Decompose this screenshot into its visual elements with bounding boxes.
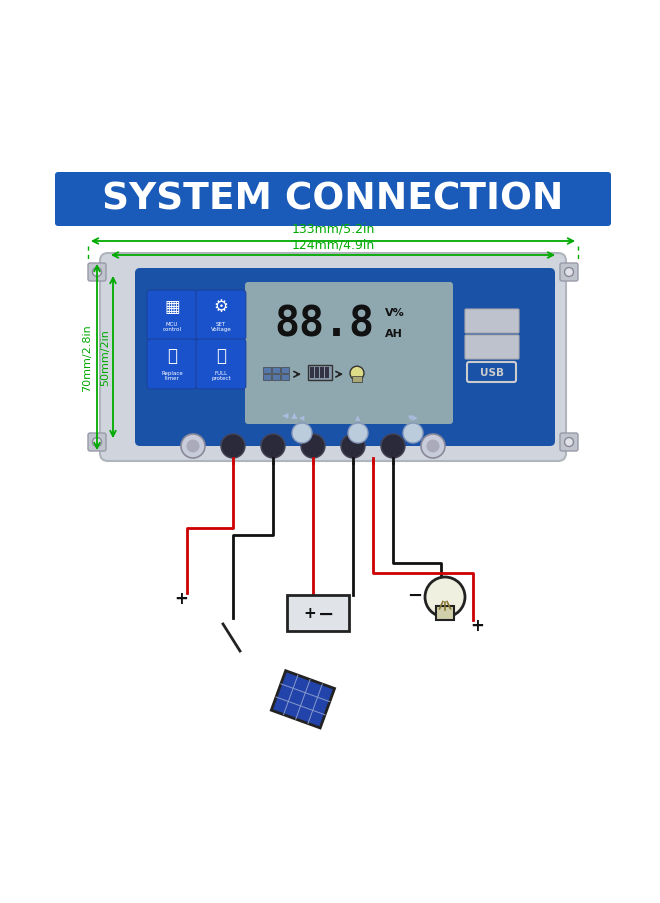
FancyBboxPatch shape [100, 254, 566, 461]
Bar [352, 377, 362, 383]
Text: +: + [174, 590, 188, 608]
FancyBboxPatch shape [560, 433, 578, 452]
FancyBboxPatch shape [135, 269, 555, 446]
Text: ⏰: ⏰ [167, 347, 177, 365]
Circle shape [301, 434, 325, 459]
Circle shape [381, 434, 405, 459]
Circle shape [564, 268, 574, 277]
Circle shape [187, 440, 199, 453]
FancyBboxPatch shape [245, 283, 453, 424]
FancyBboxPatch shape [147, 291, 197, 340]
Circle shape [181, 434, 205, 459]
FancyBboxPatch shape [465, 336, 519, 359]
FancyBboxPatch shape [196, 340, 246, 389]
Text: ◀ ▲: ◀ ▲ [282, 411, 298, 420]
FancyBboxPatch shape [55, 172, 611, 227]
Text: MCU
control: MCU control [162, 321, 182, 332]
Circle shape [92, 268, 102, 277]
Text: 88.8: 88.8 [275, 303, 375, 345]
Text: Replace
timer: Replace timer [161, 370, 183, 381]
Circle shape [421, 434, 445, 459]
Circle shape [350, 367, 364, 381]
Bar [263, 368, 271, 374]
Circle shape [341, 434, 365, 459]
Circle shape [426, 440, 440, 453]
Circle shape [348, 424, 368, 443]
Text: V%: V% [385, 308, 405, 318]
Bar [263, 375, 271, 381]
Circle shape [425, 577, 465, 618]
Text: 70mm/2.8in: 70mm/2.8in [82, 324, 92, 391]
Bar [271, 671, 335, 728]
Text: 133mm/5.2in: 133mm/5.2in [291, 223, 375, 236]
Text: ◀: ◀ [300, 414, 305, 421]
Text: −: − [407, 586, 422, 604]
Bar [308, 366, 332, 381]
Text: FULL
protect: FULL protect [211, 370, 231, 381]
Circle shape [92, 438, 102, 447]
Circle shape [261, 434, 285, 459]
Bar [310, 368, 314, 378]
Text: ▲: ▲ [355, 414, 360, 421]
Text: −: − [318, 604, 334, 623]
Bar [272, 375, 280, 381]
Text: +: + [470, 617, 484, 634]
Text: AH: AH [385, 328, 403, 339]
Bar [281, 368, 289, 374]
FancyBboxPatch shape [196, 291, 246, 340]
Circle shape [292, 424, 312, 443]
Bar [325, 368, 329, 378]
Bar [281, 375, 289, 381]
Bar [315, 368, 319, 378]
Text: ▦: ▦ [164, 298, 180, 316]
Bar [320, 368, 323, 378]
Text: SYSTEM CONNECTION: SYSTEM CONNECTION [102, 182, 564, 218]
Text: ⛔: ⛔ [216, 347, 226, 365]
FancyBboxPatch shape [88, 433, 106, 452]
FancyBboxPatch shape [465, 310, 519, 333]
Text: ⚙: ⚙ [214, 298, 228, 316]
Bar [436, 606, 454, 620]
Bar [287, 595, 349, 631]
Text: +: + [304, 606, 316, 621]
Text: SET
Voltage: SET Voltage [211, 321, 232, 332]
Text: 124mm/4.9in: 124mm/4.9in [291, 237, 375, 251]
Circle shape [403, 424, 423, 443]
Bar [272, 368, 280, 374]
Text: USB: USB [480, 368, 504, 377]
Text: ▼▶: ▼▶ [408, 414, 418, 421]
FancyBboxPatch shape [147, 340, 197, 389]
Circle shape [564, 438, 574, 447]
FancyBboxPatch shape [88, 264, 106, 282]
FancyBboxPatch shape [560, 264, 578, 282]
Text: 50mm/2in: 50mm/2in [100, 330, 110, 386]
Circle shape [221, 434, 245, 459]
